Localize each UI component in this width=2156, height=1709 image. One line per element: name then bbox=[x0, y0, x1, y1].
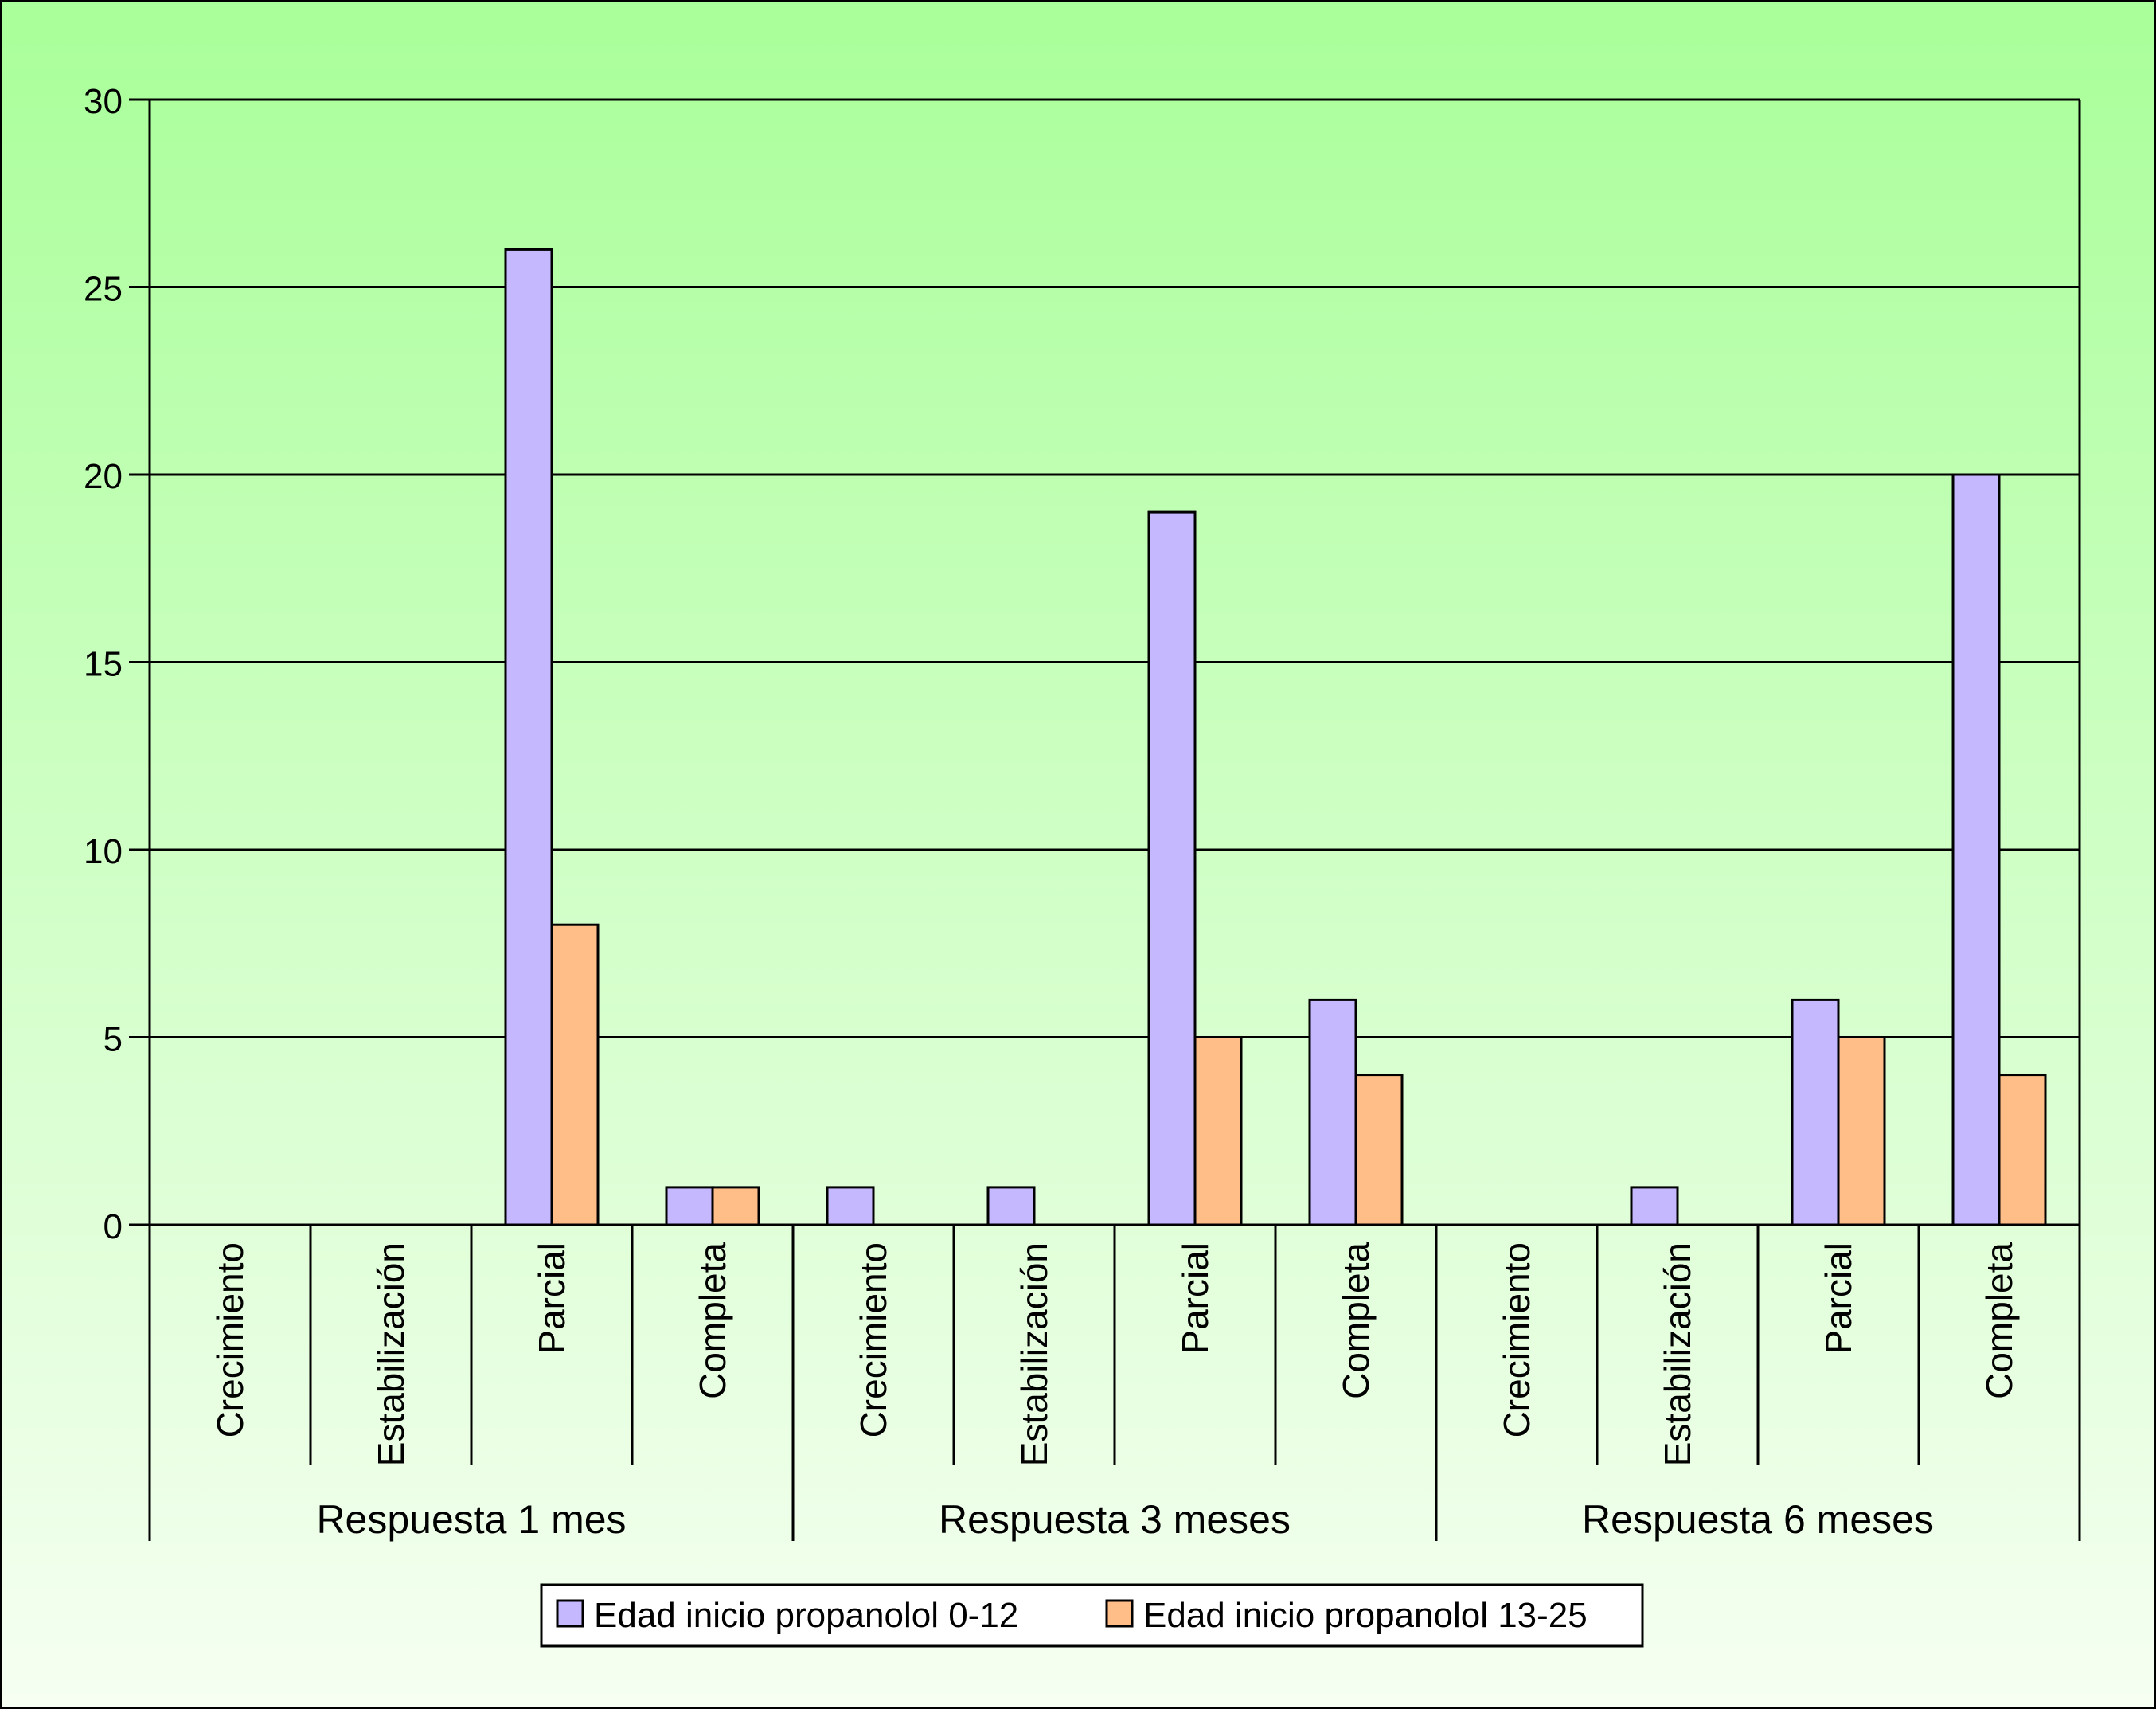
axes bbox=[129, 98, 2081, 1541]
bar-series-a-9 bbox=[1630, 1186, 1679, 1226]
x-category-label: Crecimiento bbox=[209, 1242, 251, 1437]
x-category-label: Estabilización bbox=[370, 1242, 412, 1466]
y-tick-label: 10 bbox=[84, 832, 123, 871]
x-category-label: Completa bbox=[1335, 1242, 1377, 1399]
bar-series-b-6 bbox=[1193, 1036, 1243, 1226]
x-category-label: Parcial bbox=[531, 1242, 572, 1355]
bar-series-b-7 bbox=[1354, 1074, 1404, 1226]
y-tick-label: 30 bbox=[84, 82, 123, 121]
legend-label: Edad inicio propanolol 13-25 bbox=[1143, 1596, 1588, 1635]
x-category-label: Completa bbox=[692, 1242, 733, 1399]
x-category-label: Parcial bbox=[1174, 1242, 1216, 1355]
x-category-labels: Crecimiento Estabilización Parcial Completa… bbox=[209, 1242, 2020, 1467]
x-category-label: Completa bbox=[1978, 1242, 2020, 1399]
bar-series-b-3 bbox=[711, 1186, 760, 1226]
bar-series-a-7 bbox=[1308, 998, 1357, 1226]
x-category-label: Parcial bbox=[1818, 1242, 1859, 1355]
legend-swatch bbox=[556, 1599, 584, 1628]
bar-series-a-3 bbox=[665, 1186, 714, 1226]
x-group-label: Respuesta 6 meses bbox=[1582, 1497, 1934, 1542]
y-tick-label: 0 bbox=[104, 1207, 123, 1246]
bar-series-b-10 bbox=[1837, 1036, 1886, 1226]
x-group-label: Respuesta 1 mes bbox=[316, 1497, 626, 1542]
y-tick-label: 15 bbox=[84, 645, 123, 684]
gridlines bbox=[150, 98, 2080, 1038]
bar-series-a-10 bbox=[1791, 998, 1840, 1226]
bar-series-a-6 bbox=[1147, 510, 1197, 1226]
x-group-label: Respuesta 3 meses bbox=[939, 1497, 1291, 1542]
y-tick-labels: 0 5 10 15 20 25 30 bbox=[84, 82, 123, 1246]
legend: Edad inicio propanolol 0-12 Edad inicio p… bbox=[540, 1583, 1644, 1648]
x-category-label: Crecimiento bbox=[853, 1242, 894, 1437]
bars bbox=[504, 248, 2047, 1226]
x-category-label: Estabilización bbox=[1657, 1242, 1698, 1466]
bar-series-b-2 bbox=[550, 923, 600, 1226]
bar-series-a-4 bbox=[826, 1186, 875, 1226]
bar-series-a-5 bbox=[986, 1186, 1036, 1226]
x-group-labels: Respuesta 1 mes Respuesta 3 meses Respuest… bbox=[316, 1497, 1934, 1542]
y-tick-label: 5 bbox=[104, 1020, 123, 1059]
legend-label: Edad inicio propanolol 0-12 bbox=[594, 1596, 1018, 1635]
x-category-label: Crecimiento bbox=[1496, 1242, 1537, 1437]
legend-box bbox=[540, 1583, 1644, 1648]
y-tick-label: 20 bbox=[84, 457, 123, 496]
bar-series-a-11 bbox=[1951, 473, 2001, 1226]
x-category-label: Estabilización bbox=[1014, 1242, 1055, 1466]
bar-series-b-11 bbox=[1998, 1074, 2047, 1226]
legend-swatch bbox=[1105, 1599, 1134, 1628]
bar-series-a-2 bbox=[504, 248, 553, 1226]
y-tick-label: 25 bbox=[84, 270, 123, 309]
